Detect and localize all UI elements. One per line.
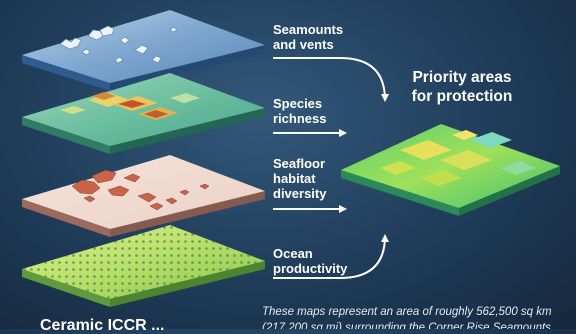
ocean-productivity-layer-tile	[22, 225, 265, 307]
label-ocean-productivity: Ocean productivity	[273, 246, 348, 276]
caption-line-1: These maps represent an area of roughly …	[262, 306, 552, 318]
map-area-caption: These maps represent an area of roughly …	[262, 304, 576, 329]
seamount-bathymetry-map	[59, 25, 178, 64]
label-seamounts-and-vents: Seamounts and vents	[273, 22, 344, 52]
cropped-footer-text: Ceramic ICCR ...	[40, 317, 165, 334]
species-richness-heatmap	[60, 92, 200, 120]
label-seafloor-habitat-diversity: Seafloor habitat diversity	[273, 156, 327, 201]
habitat-diversity-layer-tile	[22, 155, 265, 237]
seamounts-layer-tile	[22, 10, 265, 91]
caption-line-2: (217,200 sq mi) surrounding the Corner R…	[262, 322, 551, 329]
ocean-productivity-grid	[22, 225, 265, 299]
priority-areas-tile	[341, 124, 560, 216]
arrows	[273, 57, 389, 279]
priority-areas-title: Priority areas for protection	[411, 69, 513, 105]
arrow-productivity-to-priority	[273, 234, 389, 279]
label-species-richness: Species richness	[273, 96, 327, 126]
arrow-seamounts-to-priority	[273, 57, 389, 102]
priority-areas-heatmap	[380, 130, 536, 186]
habitat-diversity-map	[71, 169, 210, 211]
species-richness-layer-tile	[22, 73, 265, 154]
